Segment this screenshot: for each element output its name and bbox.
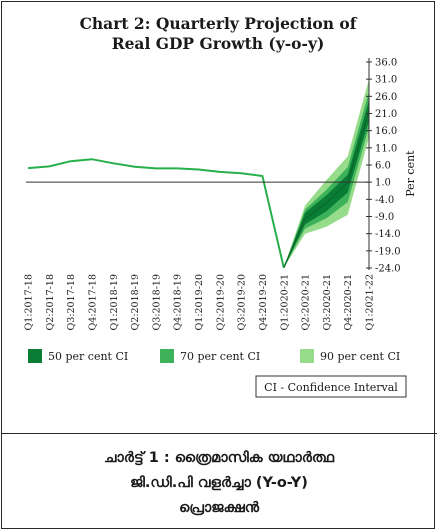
x-tick-label: Q1:2017-18 [24,274,35,331]
y-tick-label: 21.0 [375,109,397,120]
x-tick-label: Q2:2018-19 [130,274,141,331]
note-box [255,375,407,398]
caption: ചാർട്ട് 1 : ത്രൈമാസിക യഥാർത്ഥ ജി.ഡി.പി വ… [6,446,432,521]
x-tick-label: Q4:2020-21 [343,274,354,331]
x-tick-label: Q2:2020-21 [301,274,312,331]
legend: 50 per cent CI 70 per cent CI 90 per cent … [28,349,400,363]
x-tick-label: Q3:2017-18 [66,274,77,331]
note-text: CI - Confidence Interval [264,381,398,394]
y-tick-label: -14.0 [375,229,401,240]
x-tick-label: Q2:2019-20 [215,274,226,331]
y-axis: 36.0 31.0 26.0 21.0 16.0 11.0 6.0 1.0 -4.0 -9.0 -1… [26,58,417,275]
x-tick-label: Q4:2019-20 [258,274,269,331]
x-tick-label: Q4:2018-19 [173,274,184,331]
caption-line1: ചാർട്ട് 1 : ത്രൈമാസിക യഥാർത്ഥ [103,450,335,466]
x-tick-label: Q4:2017-18 [87,274,98,331]
chart-title: Chart 2: Quarterly Projection of Real GD… [40,14,396,54]
y-axis-label: Per cent [404,150,417,197]
y-tick-label: 6.0 [375,161,391,172]
x-tick-label: Q1:2018-19 [109,274,120,331]
y-tick-label: -19.0 [375,246,401,257]
ci-note-box: CI - Confidence Interval [255,375,407,398]
y-tick-label: 31.0 [375,75,397,86]
x-axis-labels: Q1:2017-18 Q2:2017-18 Q3:2017-18 Q4:2017-18… [24,274,376,331]
x-tick-label: Q3:2018-19 [151,274,162,331]
legend-label: 50 per cent CI [48,350,128,363]
legend-label: 90 per cent CI [320,350,400,363]
legend-swatch [300,349,314,363]
x-tick-label: Q3:2020-21 [322,274,333,331]
actual-growth-line [27,158,285,268]
x-tick-label: Q1:2021-22 [365,274,376,331]
caption-divider [1,433,437,434]
x-tick-label: Q3:2019-20 [237,274,248,331]
y-tick-label: 26.0 [375,92,397,103]
y-tick-label: 11.0 [375,143,397,154]
y-tick-label: 16.0 [375,126,397,137]
y-tick-label: 1.0 [375,178,391,189]
legend-swatch [28,349,42,363]
y-tick-label: -4.0 [375,195,394,206]
chart-subtitle: Real GDP Growth (y-o-y) [111,34,325,53]
x-tick-label: Q1:2019-20 [194,274,205,331]
caption-line3: പ്രൊജക്ഷൻ [178,500,260,516]
x-tick-label: Q1:2020-21 [279,274,290,331]
legend-swatch [160,349,174,363]
x-tick-label: Q2:2017-18 [45,274,56,331]
growth-lines [27,110,370,269]
projection-median-line [283,110,370,269]
y-tick-label: 36.0 [375,58,397,69]
gdp-projection-chart: 36.0 31.0 26.0 21.0 16.0 11.0 6.0 1.0 -4.0 -9.0 -1… [24,58,417,398]
y-tick-label: -24.0 [375,264,401,275]
chart-title-line1: Chart 2: Quarterly Projection of [79,14,357,33]
legend-label: 70 per cent CI [180,350,260,363]
caption-line2: ജി.ഡി.പി വളർച്ചാ (Y-o-Y) [130,475,308,491]
y-tick-label: -9.0 [375,212,394,223]
